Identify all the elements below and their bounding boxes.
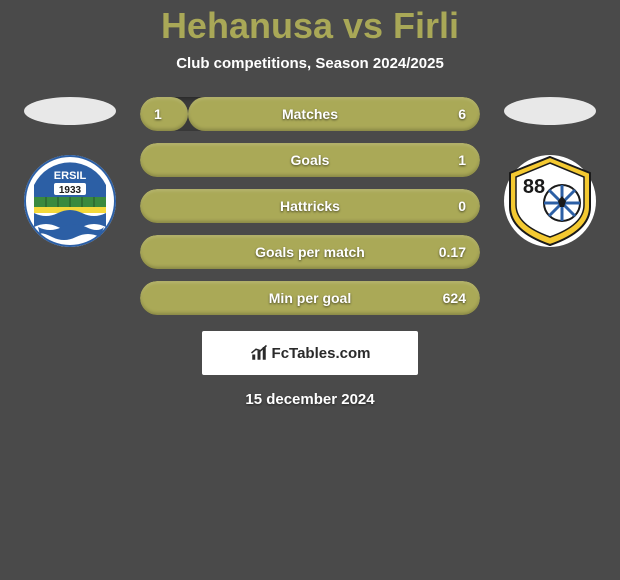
- svg-text:88: 88: [523, 176, 545, 198]
- barito-badge-icon: 88: [504, 155, 596, 247]
- stat-value-right: 1: [458, 152, 466, 168]
- player-left-avatar: [24, 97, 116, 125]
- svg-text:1933: 1933: [59, 185, 82, 196]
- stat-label: Matches: [282, 106, 338, 122]
- stat-label: Goals per match: [255, 244, 365, 260]
- persib-badge-icon: ERSIL 1933: [24, 155, 116, 247]
- team-badge-right[interactable]: 88: [504, 155, 596, 247]
- stat-bar-goals: Goals 1: [140, 143, 480, 177]
- subtitle: Club competitions, Season 2024/2025: [176, 55, 444, 72]
- date-text: 15 december 2024: [245, 391, 374, 408]
- stat-value-left: 1: [154, 106, 162, 122]
- stats-column: 1 Matches 6 Goals 1 Hattricks 0 Goals pe…: [140, 97, 480, 315]
- stat-value-right: 624: [443, 290, 466, 306]
- main-row: ERSIL 1933: [0, 97, 620, 315]
- stat-label: Goals: [291, 152, 330, 168]
- player-right-avatar: [504, 97, 596, 125]
- page-title: Hehanusa vs Firli: [161, 5, 459, 47]
- stat-value-right: 0: [458, 198, 466, 214]
- stat-bar-matches: 1 Matches 6: [140, 97, 480, 131]
- comparison-widget: Hehanusa vs Firli Club competitions, Sea…: [0, 0, 620, 580]
- stat-bar-goals-per-match: Goals per match 0.17: [140, 235, 480, 269]
- stat-value-right: 6: [458, 106, 466, 122]
- chart-icon: [250, 344, 268, 362]
- team-badge-left[interactable]: ERSIL 1933: [24, 155, 116, 247]
- stat-value-right: 0.17: [439, 244, 466, 260]
- stat-bar-min-per-goal: Min per goal 624: [140, 281, 480, 315]
- stat-label: Min per goal: [269, 290, 351, 306]
- stat-label: Hattricks: [280, 198, 340, 214]
- stat-fill-left: [140, 97, 188, 131]
- stat-bar-hattricks: Hattricks 0: [140, 189, 480, 223]
- player-right-col: 88: [500, 97, 600, 247]
- brand-text: FcTables.com: [272, 345, 371, 362]
- svg-text:ERSIL: ERSIL: [54, 170, 87, 182]
- player-left-col: ERSIL 1933: [20, 97, 120, 247]
- brand-link[interactable]: FcTables.com: [202, 331, 418, 375]
